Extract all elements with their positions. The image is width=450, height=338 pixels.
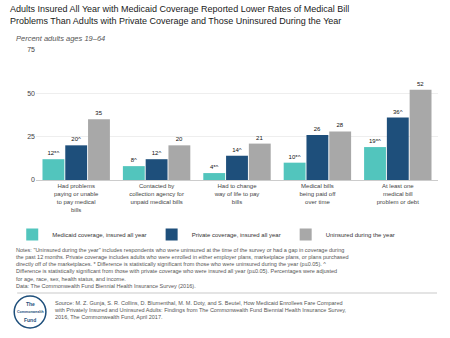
svg-text:Medicaid coverage, insured all: Medicaid coverage, insured all year [52, 232, 146, 238]
svg-text:Fund: Fund [24, 317, 36, 323]
svg-text:21: 21 [256, 135, 263, 141]
svg-text:50: 50 [27, 90, 35, 97]
svg-text:Notes: "Uninsured during the y: Notes: "Uninsured during the year" inclu… [16, 247, 349, 289]
svg-text:Adults Insured All Year with M: Adults Insured All Year with Medicaid Co… [10, 4, 349, 26]
svg-text:Commonwealth: Commonwealth [17, 310, 44, 314]
svg-text:12^: 12^ [152, 150, 162, 156]
svg-text:Percent adults ages 19–64: Percent adults ages 19–64 [16, 34, 105, 43]
svg-text:8^: 8^ [131, 157, 137, 163]
svg-text:20: 20 [176, 136, 183, 142]
svg-text:Private coverage, insured all: Private coverage, insured all year [192, 232, 281, 238]
svg-text:19*^: 19*^ [369, 138, 381, 144]
svg-text:Medical billsbeing paid offove: Medical billsbeing paid offover time [299, 183, 335, 205]
svg-text:Contacted bycollection agency: Contacted bycollection agency forunpaid … [129, 183, 184, 205]
svg-text:14^: 14^ [232, 147, 242, 153]
svg-text:12*^: 12*^ [47, 150, 59, 156]
svg-text:Uninsured during the year: Uninsured during the year [326, 232, 395, 238]
svg-text:10*^: 10*^ [289, 154, 301, 160]
svg-text:26: 26 [314, 126, 321, 132]
svg-text:Had to changeway of life to pa: Had to changeway of life to paybills [214, 183, 260, 205]
svg-text:Had problemspaying or unableto: Had problemspaying or unableto pay medic… [54, 183, 99, 212]
svg-text:52: 52 [417, 81, 424, 87]
svg-text:4*^: 4*^ [210, 164, 219, 170]
svg-text:Source: M. Z. Gunja, S. R. Col: Source: M. Z. Gunja, S. R. Collins, D. B… [54, 300, 347, 320]
svg-text:0: 0 [31, 176, 35, 183]
svg-text:28: 28 [337, 122, 344, 128]
svg-text:75: 75 [27, 46, 35, 53]
svg-text:20^: 20^ [71, 136, 81, 142]
svg-text:35: 35 [95, 110, 102, 116]
svg-text:At least onemedical billproble: At least onemedical billproblem or debt [377, 183, 419, 205]
svg-text:The: The [26, 301, 35, 307]
svg-text:36^: 36^ [393, 109, 403, 115]
svg-text:25: 25 [27, 133, 35, 140]
